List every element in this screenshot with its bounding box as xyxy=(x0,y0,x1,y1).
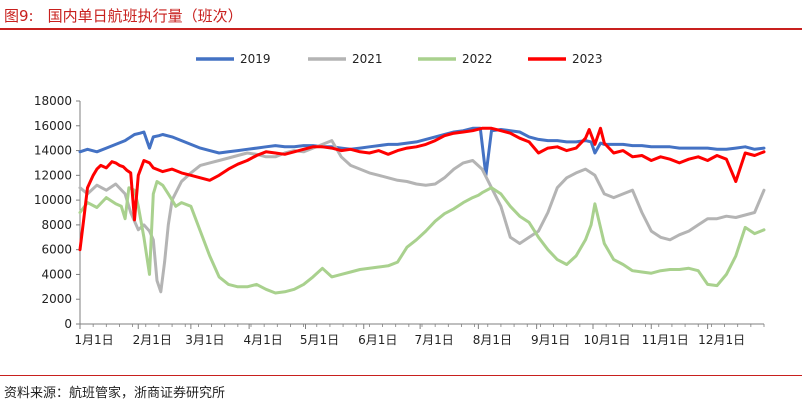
y-tick-label: 14000 xyxy=(34,144,72,158)
series-lines xyxy=(78,126,766,295)
series-line-2023 xyxy=(78,126,766,252)
x-tick-label: 5月1日 xyxy=(300,333,339,347)
x-tick-label: 12月1日 xyxy=(698,333,745,347)
legend-label-2022: 2022 xyxy=(462,52,493,66)
source-note: 资料来源：航班管家，浙商证券研究所 xyxy=(4,386,226,401)
x-tick-label: 9月1日 xyxy=(531,333,570,347)
x-tick-label: 11月1日 xyxy=(642,333,689,347)
x-tick-label: 8月1日 xyxy=(473,333,512,347)
x-tick-label: 4月1日 xyxy=(243,333,282,347)
series-line-2019 xyxy=(78,126,766,177)
figure-title: 图9: 国内单日航班执行量（班次） xyxy=(4,5,243,26)
figure-footer: 资料来源：航班管家，浙商证券研究所 xyxy=(0,375,802,403)
y-tick-label: 0 xyxy=(64,317,72,331)
x-tick-label: 2月1日 xyxy=(133,333,172,347)
y-tick-label: 18000 xyxy=(34,94,72,108)
legend-label-2023: 2023 xyxy=(572,52,603,66)
x-tick-label: 3月1日 xyxy=(185,333,224,347)
x-tick-label: 10月1日 xyxy=(584,333,631,347)
chart-title: 国内单日航班执行量（班次） xyxy=(47,7,243,25)
series-line-2021 xyxy=(78,139,766,294)
y-tick-label: 12000 xyxy=(34,168,72,182)
y-tick-label: 6000 xyxy=(41,243,72,257)
y-tick-label: 8000 xyxy=(41,218,72,232)
line-chart: 2019 2021 2022 2023 0 2000 4000 6000 8000 10000 1… xyxy=(34,52,766,347)
y-tick-label: 4000 xyxy=(41,267,72,281)
legend-label-2019: 2019 xyxy=(240,52,271,66)
y-tick-label: 10000 xyxy=(34,193,72,207)
x-tick-label: 1月1日 xyxy=(74,333,113,347)
x-tick-label: 6月1日 xyxy=(358,333,397,347)
y-tick-label: 16000 xyxy=(34,119,72,133)
y-tick-label: 2000 xyxy=(41,292,72,306)
legend: 2019 2021 2022 2023 xyxy=(196,52,603,66)
legend-label-2021: 2021 xyxy=(352,52,383,66)
axes: 0 2000 4000 6000 8000 10000 12000 14000 16000 180… xyxy=(34,94,765,347)
series-line-2022 xyxy=(78,180,766,295)
x-tick-label: 7月1日 xyxy=(414,333,453,347)
figure-label: 图9: xyxy=(4,7,34,25)
figure-header: 图9: 国内单日航班执行量（班次） xyxy=(0,0,802,30)
